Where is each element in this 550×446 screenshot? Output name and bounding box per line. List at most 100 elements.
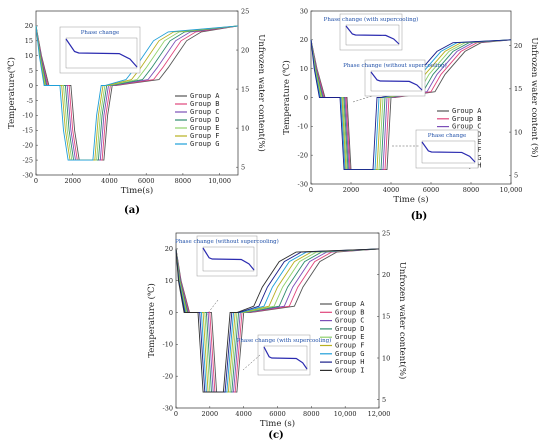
legend-entry: Group G [335,350,365,358]
y-tick-label: -10 [23,112,33,120]
y2-axis-label: Unfrozen water content(%) [397,262,408,380]
y-tick-label: 20 [300,36,308,44]
x-tick-label: 4000 [383,186,400,194]
inset-title: Phase change [428,133,467,139]
inset-axes [65,37,138,69]
y2-axis-label: Unfrozen water content (%) [529,37,540,157]
y-axis-label: Temperature (℃) [281,60,292,135]
y-tick-label: 15 [25,37,33,45]
legend-entry: Group D [190,116,220,124]
inset-axes [263,345,308,371]
y-tick-label: 10 [25,52,33,60]
inset-curve [263,346,308,370]
inset-title: Phase change [81,30,120,36]
inset-axes [345,24,400,46]
inset-frame [196,235,258,277]
panel-label: (c) [268,430,284,441]
legend-entry: Group B [190,100,220,108]
x-axis-label: Time(s) [121,185,153,196]
series-line-group-g [35,25,239,161]
x-tick-label: 8000 [463,186,480,194]
x-tick-label: 12,000 [368,410,391,418]
x-tick-label: 6000 [269,410,286,418]
y2-tick-label: 25 [241,7,249,15]
legend-entry: Group A [452,107,482,115]
y2-tick-label: 25 [382,229,390,237]
x-tick-label: 8000 [175,177,192,185]
x-tick-label: 10,000 [208,177,231,185]
series-line-group-i [175,248,380,393]
y2-axis-label: Unfrozen water content(%) [256,34,267,152]
phase-change-inset: Phase change (with supercooling) [324,13,419,51]
panel-label: (b) [411,211,427,222]
x-tick-label: 8000 [303,410,320,418]
y-tick-label: -10 [298,123,308,131]
y-axis-label: Temperature (℃) [146,283,157,358]
legend-entry: Group D [335,325,365,333]
x-tick-label: 10,000 [334,410,357,418]
legend-entry: Group G [190,140,220,148]
inset-title: Phase change (without supercooling) [175,238,279,245]
phase-change-inset: Phase change (with supercooling) [237,334,332,376]
legend-entry: Group E [190,124,220,132]
y-tick-label: 10 [165,277,173,285]
y-tick-label: 20 [25,22,33,30]
inset-curve [65,38,138,68]
legend-entry: Group E [335,333,365,341]
x-tick-label: 2000 [202,410,219,418]
chart-panel-c: 0 2000 4000 6000 8000 10,000 12,000 -30 -20 -10 0 1… [146,229,408,441]
panel-label: (a) [124,205,140,216]
y2-tick-label: 20 [514,42,522,50]
y-tick-label: -20 [298,151,308,159]
plot-frame [35,10,239,176]
inset-title: Phase change (with supercooling) [237,337,332,344]
phase-change-inset: Phase change (without supercooling) [175,235,279,277]
y-tick-label: 10 [300,65,308,73]
inset-curve [370,71,423,91]
x-tick-label: 0 [34,177,38,185]
y2-tick-label: 15 [241,85,249,93]
legend-entry: Group A [335,300,365,308]
legend-entry: Group H [335,358,365,366]
inset-title: Phase change (with supercooling) [324,16,419,23]
y2-tick-label: 5 [514,172,518,180]
x-axis-label: Time (s) [393,194,428,205]
x-tick-label: 4000 [235,410,252,418]
x-tick-label: 0 [174,410,178,418]
y2-tick-label: 5 [382,396,386,404]
inset-axes [421,140,476,164]
legend-entry: Group I [335,366,365,374]
legend-entry: Group F [335,342,365,350]
y2-tick-label: 10 [514,128,522,136]
legend-entry: Group C [452,123,482,131]
y-tick-label: -30 [298,180,308,188]
inset-title: Phase change (without supercooling) [343,62,447,69]
x-tick-label: 6000 [423,186,440,194]
inset-connector [242,354,261,371]
y2-tick-label: 10 [382,354,390,362]
series-line-group-h [310,39,512,171]
y-tick-label: -20 [163,372,173,380]
y-tick-label: -10 [163,341,173,349]
y2-tick-label: 15 [514,85,522,93]
inset-curve [202,247,255,271]
y-tick-label: 0 [304,94,308,102]
y-tick-label: 0 [169,309,173,317]
inset-frame [257,334,311,376]
y-tick-label: 5 [29,67,33,75]
inset-connector [204,299,219,318]
chart-panel-a: 0 2000 4000 6000 8000 10,000 -30 -25 -20 -15 -10 -5… [6,7,267,216]
x-tick-label: 2000 [343,186,360,194]
legend-entry: Group C [190,108,220,116]
x-tick-label: 0 [309,186,313,194]
y-tick-label: -30 [163,404,173,412]
inset-axes [370,70,423,92]
legend-entry: Group B [335,308,365,316]
y2-tick-label: 5 [241,163,245,171]
y2-tick-label: 20 [241,46,249,54]
legend-entry: Group C [335,317,365,325]
legend-entry: Group F [190,132,220,140]
y-tick-label: -25 [23,156,33,164]
inset-curve [345,25,400,45]
